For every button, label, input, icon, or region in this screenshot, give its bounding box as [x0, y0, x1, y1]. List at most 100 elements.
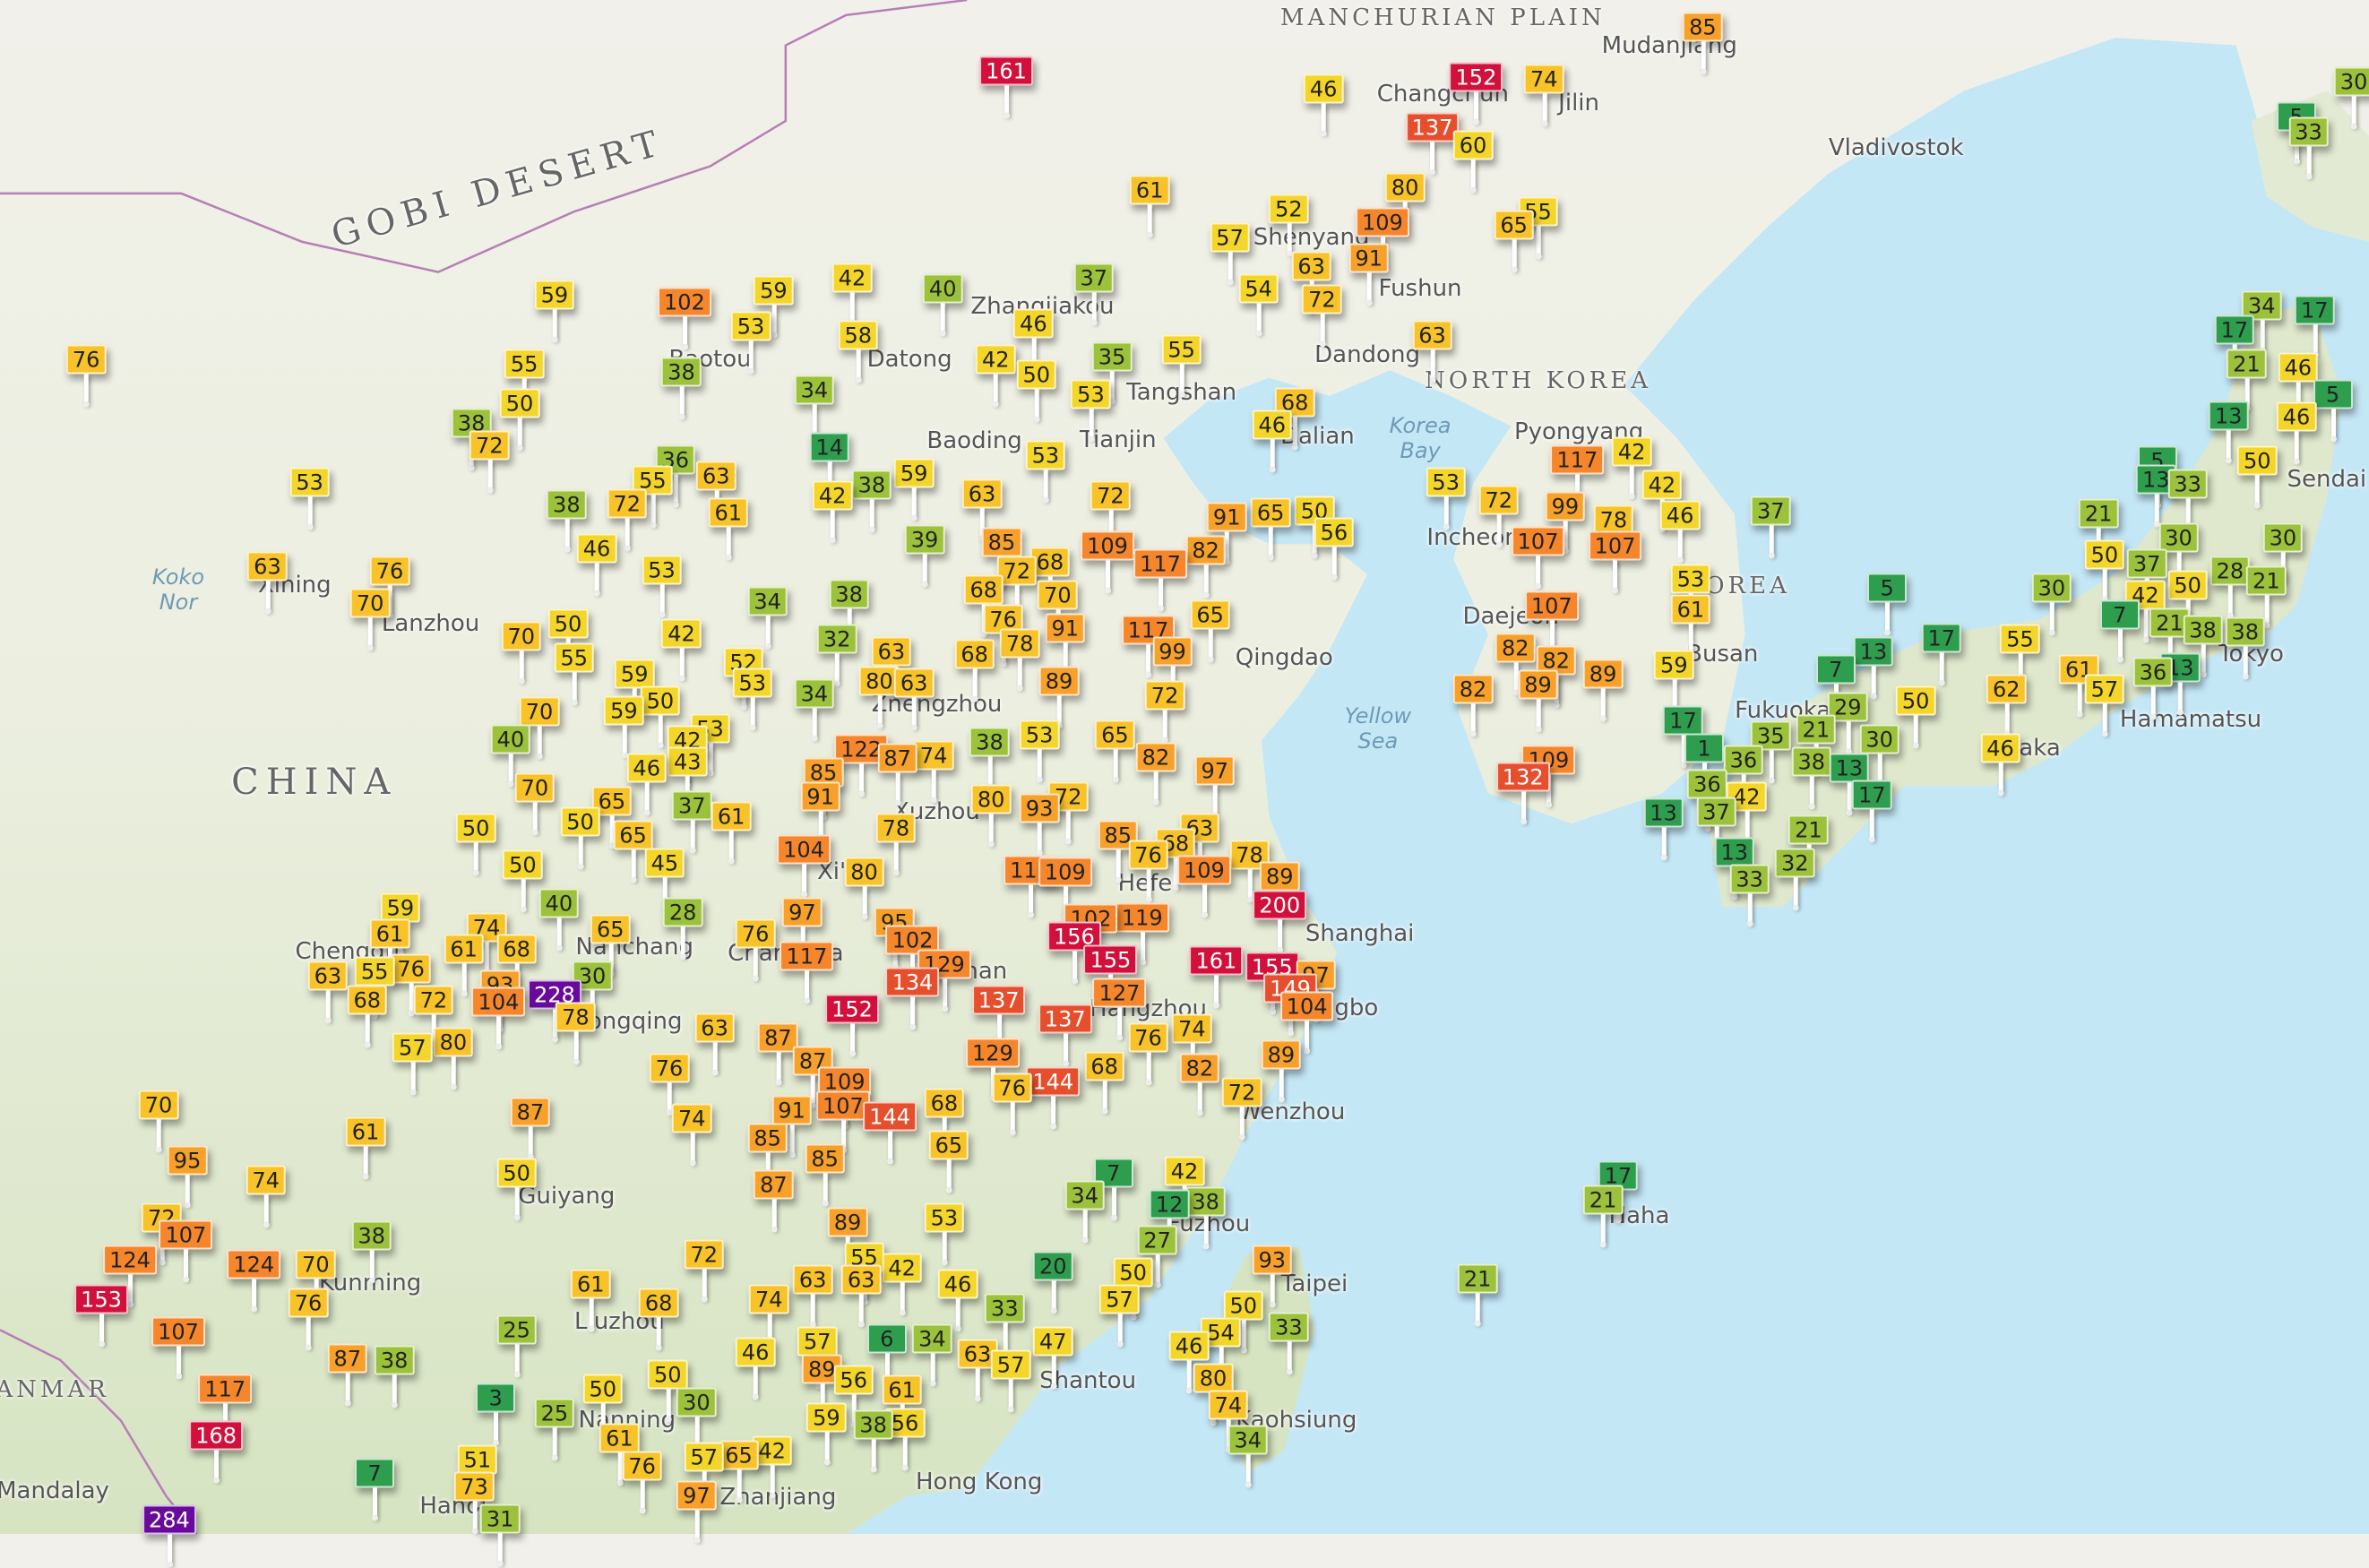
aqi-station-marker[interactable]: 74	[672, 1103, 712, 1167]
aqi-station-marker[interactable]: 89	[1261, 1039, 1302, 1103]
aqi-station-marker[interactable]: 38	[853, 1409, 893, 1473]
aqi-station-marker[interactable]: 63	[893, 668, 935, 731]
aqi-station-marker[interactable]: 37	[1696, 797, 1736, 859]
aqi-station-marker[interactable]: 21	[1457, 1263, 1498, 1327]
aqi-station-marker[interactable]: 102	[657, 287, 711, 350]
aqi-station-marker[interactable]: 74	[1172, 1013, 1212, 1077]
aqi-station-marker[interactable]: 50	[560, 806, 600, 870]
aqi-station-marker[interactable]: 80	[970, 784, 1012, 848]
aqi-station-marker[interactable]: 61	[345, 1116, 386, 1180]
aqi-station-marker[interactable]: 42	[882, 1253, 922, 1316]
aqi-station-marker[interactable]: 59	[604, 695, 644, 759]
aqi-station-marker[interactable]: 1	[1684, 733, 1725, 797]
aqi-station-marker[interactable]: 76	[649, 1053, 690, 1116]
aqi-station-marker[interactable]: 53	[924, 1202, 965, 1266]
aqi-station-marker[interactable]: 39	[904, 524, 945, 588]
aqi-station-marker[interactable]: 82	[1185, 535, 1226, 599]
aqi-station-marker[interactable]: 87	[758, 1022, 798, 1086]
aqi-station-marker[interactable]: 51	[457, 1444, 498, 1508]
aqi-station-marker[interactable]: 42	[812, 480, 853, 544]
aqi-station-marker[interactable]: 38	[2183, 615, 2223, 678]
aqi-station-marker[interactable]: 70	[1038, 580, 1078, 643]
aqi-station-marker[interactable]: 33	[2288, 116, 2329, 180]
aqi-station-marker[interactable]: 91	[1206, 502, 1247, 565]
aqi-station-marker[interactable]: 63	[1291, 251, 1331, 314]
aqi-station-marker[interactable]: 72	[413, 985, 454, 1048]
aqi-station-marker[interactable]: 36	[2132, 657, 2174, 720]
aqi-station-marker[interactable]: 53	[732, 668, 773, 731]
aqi-station-marker[interactable]: 68	[954, 639, 995, 702]
aqi-station-marker[interactable]: 80	[433, 1027, 474, 1090]
aqi-station-marker[interactable]: 70	[519, 696, 560, 760]
aqi-station-marker[interactable]: 107	[159, 1219, 213, 1283]
aqi-station-marker[interactable]: 32	[816, 624, 857, 687]
aqi-station-marker[interactable]: 37	[1750, 495, 1791, 559]
aqi-station-marker[interactable]: 13	[2208, 401, 2249, 464]
aqi-station-marker[interactable]: 33	[1269, 1312, 1309, 1374]
aqi-station-marker[interactable]: 45	[644, 848, 685, 911]
aqi-station-marker[interactable]: 144	[1026, 1066, 1081, 1130]
aqi-station-marker[interactable]: 107	[1524, 590, 1579, 654]
aqi-station-marker[interactable]: 40	[922, 273, 963, 337]
aqi-station-marker[interactable]: 21	[1796, 714, 1837, 778]
aqi-station-marker[interactable]: 42	[1164, 1156, 1205, 1219]
aqi-station-marker[interactable]: 97	[1194, 755, 1235, 819]
aqi-station-marker[interactable]: 61	[708, 497, 749, 561]
aqi-station-marker[interactable]: 70	[138, 1090, 179, 1153]
aqi-station-marker[interactable]: 28	[662, 897, 703, 961]
aqi-station-marker[interactable]: 38	[2225, 616, 2265, 680]
aqi-station-marker[interactable]: 91	[800, 781, 840, 845]
aqi-station-marker[interactable]: 50	[582, 1374, 624, 1437]
aqi-station-marker[interactable]: 73	[454, 1471, 495, 1535]
aqi-station-marker[interactable]: 42	[2125, 580, 2166, 643]
aqi-station-marker[interactable]: 72	[1090, 480, 1131, 544]
aqi-station-marker[interactable]: 28	[2210, 556, 2251, 619]
aqi-station-marker[interactable]: 109	[1355, 207, 1409, 271]
aqi-station-marker[interactable]: 46	[937, 1269, 978, 1332]
aqi-station-marker[interactable]: 132	[1495, 762, 1550, 825]
aqi-station-marker[interactable]: 63	[307, 961, 349, 1024]
aqi-station-marker[interactable]: 228	[527, 979, 581, 1043]
aqi-station-marker[interactable]: 7	[1093, 1158, 1133, 1220]
aqi-station-marker[interactable]: 46	[735, 1337, 776, 1400]
aqi-station-marker[interactable]: 38	[1791, 746, 1832, 810]
aqi-station-marker[interactable]: 56	[1314, 517, 1355, 581]
aqi-station-marker[interactable]: 35	[1091, 341, 1133, 405]
aqi-station-marker[interactable]: 5	[1867, 573, 1908, 636]
aqi-station-marker[interactable]: 57	[2084, 674, 2125, 737]
aqi-station-marker[interactable]: 107	[816, 1090, 870, 1154]
aqi-station-marker[interactable]: 76	[65, 344, 107, 408]
aqi-station-marker[interactable]: 59	[893, 458, 935, 521]
aqi-station-marker[interactable]: 59	[754, 275, 794, 339]
aqi-station-marker[interactable]: 57	[1099, 1284, 1140, 1348]
aqi-station-marker[interactable]: 107	[151, 1316, 205, 1380]
aqi-station-marker[interactable]: 52	[1269, 194, 1309, 257]
aqi-station-marker[interactable]: 68	[963, 574, 1004, 638]
aqi-station-marker[interactable]: 46	[1252, 409, 1293, 473]
aqi-station-marker[interactable]: 63	[695, 461, 737, 524]
aqi-station-marker[interactable]: 76	[369, 556, 410, 619]
aqi-station-marker[interactable]: 137	[1405, 112, 1460, 176]
aqi-station-marker[interactable]: 7	[1815, 654, 1856, 718]
aqi-station-marker[interactable]: 61	[444, 934, 484, 997]
aqi-station-marker[interactable]: 70	[501, 621, 542, 685]
aqi-station-marker[interactable]: 53	[1071, 379, 1111, 443]
aqi-station-marker[interactable]: 89	[1038, 666, 1080, 729]
aqi-station-marker[interactable]: 80	[1193, 1363, 1234, 1426]
aqi-station-marker[interactable]: 40	[538, 888, 580, 952]
aqi-station-marker[interactable]: 38	[969, 727, 1010, 790]
aqi-station-marker[interactable]: 32	[1774, 848, 1815, 911]
aqi-station-marker[interactable]: 104	[1279, 991, 1334, 1055]
aqi-station-marker[interactable]: 53	[1670, 564, 1711, 627]
aqi-station-marker[interactable]: 30	[2158, 522, 2199, 586]
aqi-station-marker[interactable]: 72	[1221, 1077, 1262, 1141]
aqi-station-marker[interactable]: 68	[1084, 1051, 1124, 1115]
aqi-station-marker[interactable]: 91	[771, 1095, 812, 1159]
aqi-station-marker[interactable]: 65	[1190, 599, 1230, 663]
aqi-station-marker[interactable]: 61	[571, 1269, 611, 1332]
aqi-station-marker[interactable]: 42	[752, 1435, 792, 1499]
aqi-station-marker[interactable]: 30	[2333, 66, 2369, 130]
aqi-station-marker[interactable]: 21	[2078, 498, 2119, 562]
aqi-station-marker[interactable]: 55	[554, 642, 595, 705]
aqi-station-marker[interactable]: 62	[1986, 674, 2027, 737]
